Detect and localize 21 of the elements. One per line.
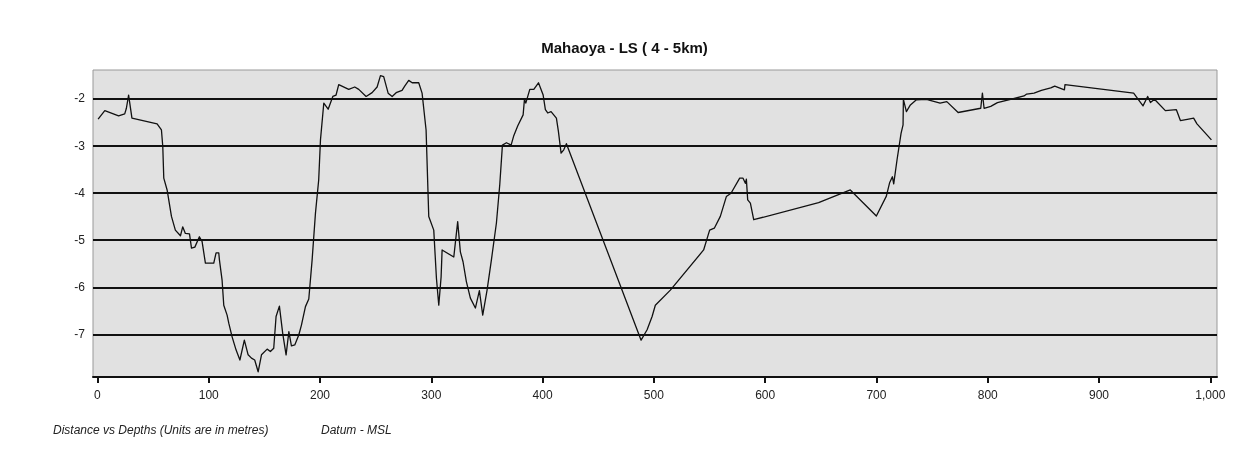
- x-tick-label: 200: [310, 388, 331, 402]
- chart-title: Mahaoya - LS ( 4 - 5km): [541, 39, 708, 56]
- x-tick-label: 500: [643, 388, 665, 402]
- y-tick-label: -5: [74, 233, 86, 248]
- x-tick-label: 900: [1089, 388, 1110, 402]
- line-series: [97, 75, 1213, 373]
- y-tick-label: -6: [74, 280, 86, 295]
- x-tick-label: 800: [977, 388, 999, 402]
- x-tick-label: 300: [421, 388, 442, 402]
- x-tick-label: 100: [198, 388, 220, 402]
- x-tick-label: 0: [94, 388, 102, 402]
- y-tick-label: -3: [74, 138, 86, 153]
- x-tick-label: 400: [532, 388, 553, 402]
- y-tick-label: -4: [74, 185, 86, 200]
- y-tick-label: -7: [74, 327, 86, 342]
- y-tick-label: -2: [74, 91, 86, 106]
- text: Datum - MSL: [321, 423, 392, 437]
- x-tick-label: 1,000: [1195, 388, 1226, 402]
- x-tick-label: 700: [866, 388, 887, 402]
- text: Distance vs Depths (Units are in metres): [53, 423, 269, 437]
- x-tick-label: 600: [755, 388, 776, 402]
